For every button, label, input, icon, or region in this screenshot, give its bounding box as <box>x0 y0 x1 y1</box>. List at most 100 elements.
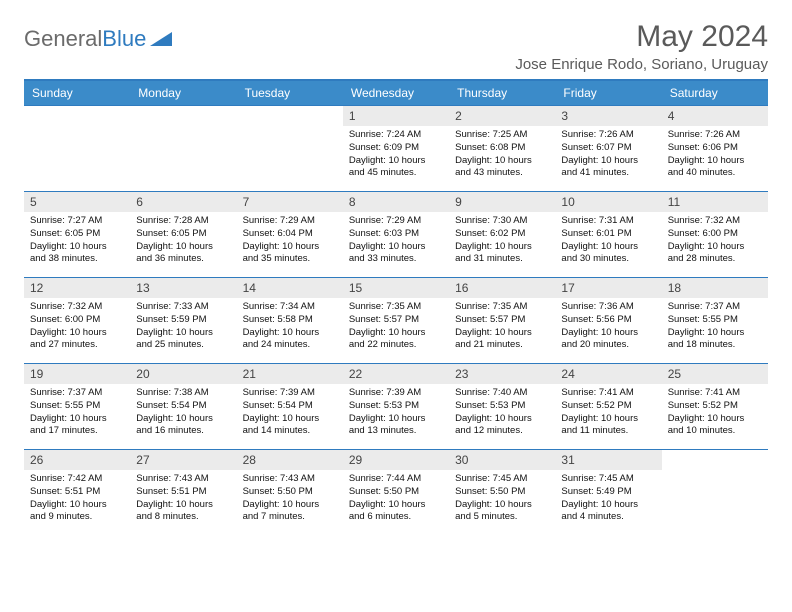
weekday-header: Tuesday <box>237 80 343 106</box>
day-number: 14 <box>237 278 343 298</box>
calendar-cell: 14Sunrise: 7:34 AMSunset: 5:58 PMDayligh… <box>237 278 343 364</box>
day-number: 26 <box>24 450 130 470</box>
day-number: 20 <box>130 364 236 384</box>
day-details: Sunrise: 7:26 AMSunset: 6:07 PMDaylight:… <box>555 126 661 184</box>
day-number: 19 <box>24 364 130 384</box>
title-block: May 2024 Jose Enrique Rodo, Soriano, Uru… <box>515 20 768 73</box>
day-number: 7 <box>237 192 343 212</box>
day-number: 16 <box>449 278 555 298</box>
day-details: Sunrise: 7:45 AMSunset: 5:50 PMDaylight:… <box>449 470 555 528</box>
day-details: Sunrise: 7:29 AMSunset: 6:04 PMDaylight:… <box>237 212 343 270</box>
calendar-cell: 26Sunrise: 7:42 AMSunset: 5:51 PMDayligh… <box>24 450 130 536</box>
day-number: 24 <box>555 364 661 384</box>
day-details: Sunrise: 7:44 AMSunset: 5:50 PMDaylight:… <box>343 470 449 528</box>
calendar-cell: . <box>130 106 236 192</box>
calendar-cell: . <box>237 106 343 192</box>
day-number: 1 <box>343 106 449 126</box>
calendar-row: 26Sunrise: 7:42 AMSunset: 5:51 PMDayligh… <box>24 450 768 536</box>
day-details: Sunrise: 7:37 AMSunset: 5:55 PMDaylight:… <box>662 298 768 356</box>
calendar-cell: . <box>24 106 130 192</box>
day-details: Sunrise: 7:29 AMSunset: 6:03 PMDaylight:… <box>343 212 449 270</box>
calendar-cell: 31Sunrise: 7:45 AMSunset: 5:49 PMDayligh… <box>555 450 661 536</box>
calendar-cell: 18Sunrise: 7:37 AMSunset: 5:55 PMDayligh… <box>662 278 768 364</box>
weekday-header: Wednesday <box>343 80 449 106</box>
day-number: 10 <box>555 192 661 212</box>
day-number: 21 <box>237 364 343 384</box>
day-details: Sunrise: 7:34 AMSunset: 5:58 PMDaylight:… <box>237 298 343 356</box>
calendar-cell: 17Sunrise: 7:36 AMSunset: 5:56 PMDayligh… <box>555 278 661 364</box>
calendar-cell: 23Sunrise: 7:40 AMSunset: 5:53 PMDayligh… <box>449 364 555 450</box>
calendar-cell: 4Sunrise: 7:26 AMSunset: 6:06 PMDaylight… <box>662 106 768 192</box>
day-details: Sunrise: 7:38 AMSunset: 5:54 PMDaylight:… <box>130 384 236 442</box>
day-details: Sunrise: 7:32 AMSunset: 6:00 PMDaylight:… <box>24 298 130 356</box>
day-number: 3 <box>555 106 661 126</box>
calendar-cell: 29Sunrise: 7:44 AMSunset: 5:50 PMDayligh… <box>343 450 449 536</box>
calendar-cell: 8Sunrise: 7:29 AMSunset: 6:03 PMDaylight… <box>343 192 449 278</box>
day-details: Sunrise: 7:26 AMSunset: 6:06 PMDaylight:… <box>662 126 768 184</box>
calendar-cell: 10Sunrise: 7:31 AMSunset: 6:01 PMDayligh… <box>555 192 661 278</box>
day-details: Sunrise: 7:39 AMSunset: 5:53 PMDaylight:… <box>343 384 449 442</box>
calendar-cell: 27Sunrise: 7:43 AMSunset: 5:51 PMDayligh… <box>130 450 236 536</box>
day-details: Sunrise: 7:25 AMSunset: 6:08 PMDaylight:… <box>449 126 555 184</box>
weekday-header: Saturday <box>662 80 768 106</box>
day-details: Sunrise: 7:35 AMSunset: 5:57 PMDaylight:… <box>343 298 449 356</box>
day-number: 22 <box>343 364 449 384</box>
day-number: 29 <box>343 450 449 470</box>
calendar-row: 19Sunrise: 7:37 AMSunset: 5:55 PMDayligh… <box>24 364 768 450</box>
location-text: Jose Enrique Rodo, Soriano, Uruguay <box>515 56 768 73</box>
day-details: Sunrise: 7:43 AMSunset: 5:50 PMDaylight:… <box>237 470 343 528</box>
day-number: 9 <box>449 192 555 212</box>
day-details: Sunrise: 7:40 AMSunset: 5:53 PMDaylight:… <box>449 384 555 442</box>
weekday-header: Monday <box>130 80 236 106</box>
weekday-header: Sunday <box>24 80 130 106</box>
calendar-head: SundayMondayTuesdayWednesdayThursdayFrid… <box>24 80 768 106</box>
brand-part1: General <box>24 26 102 52</box>
calendar-cell: 15Sunrise: 7:35 AMSunset: 5:57 PMDayligh… <box>343 278 449 364</box>
calendar-cell: 30Sunrise: 7:45 AMSunset: 5:50 PMDayligh… <box>449 450 555 536</box>
calendar-cell: 1Sunrise: 7:24 AMSunset: 6:09 PMDaylight… <box>343 106 449 192</box>
brand-logo: GeneralBlue <box>24 20 176 52</box>
weekday-header: Friday <box>555 80 661 106</box>
calendar-cell: 20Sunrise: 7:38 AMSunset: 5:54 PMDayligh… <box>130 364 236 450</box>
calendar-cell: 5Sunrise: 7:27 AMSunset: 6:05 PMDaylight… <box>24 192 130 278</box>
calendar-cell: 12Sunrise: 7:32 AMSunset: 6:00 PMDayligh… <box>24 278 130 364</box>
calendar-cell: 3Sunrise: 7:26 AMSunset: 6:07 PMDaylight… <box>555 106 661 192</box>
day-details: Sunrise: 7:42 AMSunset: 5:51 PMDaylight:… <box>24 470 130 528</box>
day-details: Sunrise: 7:28 AMSunset: 6:05 PMDaylight:… <box>130 212 236 270</box>
day-number: 18 <box>662 278 768 298</box>
day-number: 17 <box>555 278 661 298</box>
header: GeneralBlue May 2024 Jose Enrique Rodo, … <box>24 20 768 73</box>
day-details: Sunrise: 7:31 AMSunset: 6:01 PMDaylight:… <box>555 212 661 270</box>
day-details: Sunrise: 7:30 AMSunset: 6:02 PMDaylight:… <box>449 212 555 270</box>
calendar-cell: 28Sunrise: 7:43 AMSunset: 5:50 PMDayligh… <box>237 450 343 536</box>
calendar-row: . . . 1Sunrise: 7:24 AMSunset: 6:09 PMDa… <box>24 106 768 192</box>
day-details: Sunrise: 7:33 AMSunset: 5:59 PMDaylight:… <box>130 298 236 356</box>
day-number: 23 <box>449 364 555 384</box>
day-details: Sunrise: 7:27 AMSunset: 6:05 PMDaylight:… <box>24 212 130 270</box>
day-number: 6 <box>130 192 236 212</box>
calendar-cell: 19Sunrise: 7:37 AMSunset: 5:55 PMDayligh… <box>24 364 130 450</box>
calendar-row: 12Sunrise: 7:32 AMSunset: 6:00 PMDayligh… <box>24 278 768 364</box>
calendar-cell: . <box>662 450 768 536</box>
day-details: Sunrise: 7:41 AMSunset: 5:52 PMDaylight:… <box>662 384 768 442</box>
day-details: Sunrise: 7:43 AMSunset: 5:51 PMDaylight:… <box>130 470 236 528</box>
calendar-cell: 16Sunrise: 7:35 AMSunset: 5:57 PMDayligh… <box>449 278 555 364</box>
day-details: Sunrise: 7:24 AMSunset: 6:09 PMDaylight:… <box>343 126 449 184</box>
calendar-cell: 21Sunrise: 7:39 AMSunset: 5:54 PMDayligh… <box>237 364 343 450</box>
day-number: 11 <box>662 192 768 212</box>
calendar-table: SundayMondayTuesdayWednesdayThursdayFrid… <box>24 79 768 536</box>
day-number: 13 <box>130 278 236 298</box>
calendar-body: . . . 1Sunrise: 7:24 AMSunset: 6:09 PMDa… <box>24 106 768 536</box>
day-number: 28 <box>237 450 343 470</box>
day-details: Sunrise: 7:37 AMSunset: 5:55 PMDaylight:… <box>24 384 130 442</box>
calendar-cell: 11Sunrise: 7:32 AMSunset: 6:00 PMDayligh… <box>662 192 768 278</box>
brand-part2: Blue <box>102 26 146 52</box>
calendar-cell: 13Sunrise: 7:33 AMSunset: 5:59 PMDayligh… <box>130 278 236 364</box>
calendar-cell: 7Sunrise: 7:29 AMSunset: 6:04 PMDaylight… <box>237 192 343 278</box>
calendar-cell: 25Sunrise: 7:41 AMSunset: 5:52 PMDayligh… <box>662 364 768 450</box>
day-number: 5 <box>24 192 130 212</box>
day-number: 2 <box>449 106 555 126</box>
day-details: Sunrise: 7:39 AMSunset: 5:54 PMDaylight:… <box>237 384 343 442</box>
day-number: 30 <box>449 450 555 470</box>
day-number: 15 <box>343 278 449 298</box>
